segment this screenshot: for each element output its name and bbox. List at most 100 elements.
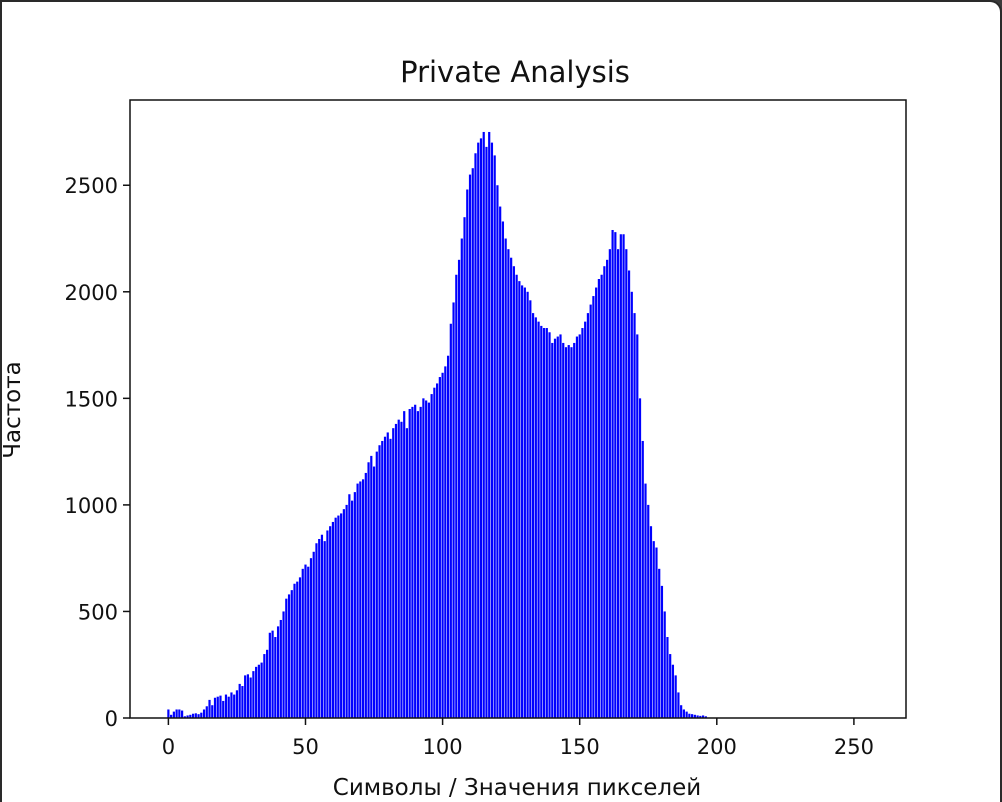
histogram-bar: [507, 249, 510, 718]
histogram-bar: [252, 671, 255, 718]
histogram-bar: [691, 714, 694, 718]
x-tick-label: 0: [162, 735, 175, 759]
histogram-bar: [693, 714, 696, 718]
histogram-bar: [666, 637, 669, 718]
histogram-bar: [436, 383, 439, 718]
histogram-bar: [386, 432, 389, 718]
histogram-bar: [405, 428, 409, 718]
histogram-bar: [320, 534, 324, 718]
histogram-bar: [340, 513, 343, 718]
histogram-bar: [372, 466, 376, 718]
histogram-bar: [493, 155, 496, 719]
histogram-bar: [326, 530, 329, 718]
histogram-bar: [213, 697, 217, 718]
histogram-bar: [414, 404, 417, 718]
histogram-bar: [523, 287, 526, 718]
x-tick-label: 250: [834, 735, 874, 759]
histogram-bar: [501, 221, 505, 718]
histogram-bar: [397, 419, 400, 718]
histogram-bar: [490, 142, 494, 718]
histogram-bar: [430, 394, 433, 718]
histogram-bar: [427, 402, 430, 718]
histogram-bar: [537, 321, 540, 718]
histogram-bar: [545, 328, 548, 718]
histogram-bar: [455, 274, 458, 718]
histogram-bar: [622, 234, 625, 718]
histogram-bar: [540, 325, 543, 718]
histogram-bar: [531, 313, 535, 718]
histogram-bar: [474, 153, 477, 718]
histogram-bar: [548, 332, 551, 718]
histogram-bar: [499, 206, 502, 718]
y-tick-label: 2500: [65, 174, 118, 198]
histogram-bar: [614, 232, 617, 718]
histogram-bar: [364, 472, 367, 718]
histogram-bar: [260, 662, 263, 718]
histogram-bar: [589, 304, 592, 718]
histogram-bar: [460, 238, 463, 718]
histogram-bar: [266, 649, 269, 718]
histogram-bar: [301, 568, 304, 718]
histogram-bar: [271, 630, 274, 718]
histogram-bar: [567, 345, 570, 718]
histogram-bar: [704, 716, 707, 718]
histogram-bar: [224, 694, 228, 718]
histogram-bar: [638, 398, 642, 718]
histogram-bar: [584, 321, 587, 718]
histogram-bar: [457, 259, 461, 718]
histogram-bar: [381, 440, 384, 718]
histogram-bar: [400, 421, 403, 718]
histogram-bar: [181, 710, 184, 718]
histogram-bar: [425, 400, 428, 718]
histogram-bar: [419, 406, 422, 718]
histogram-bar: [178, 709, 181, 718]
y-tick-label: 1000: [65, 494, 118, 518]
histogram-bar: [378, 445, 381, 718]
histogram-bar: [202, 709, 206, 718]
histogram-bar: [345, 504, 348, 718]
histogram-bar: [518, 281, 521, 718]
histogram-bar: [468, 174, 472, 719]
histogram-bar: [452, 302, 455, 718]
histogram-bar: [504, 238, 507, 718]
histogram-bar: [408, 409, 411, 718]
histogram-bar: [255, 666, 258, 718]
histogram-bar: [658, 568, 661, 718]
histogram-bar: [534, 317, 537, 718]
histogram-bar: [246, 674, 250, 718]
histogram-bar: [482, 131, 485, 718]
histogram-bar: [644, 483, 647, 718]
histogram-bar: [652, 541, 655, 718]
histogram-bar: [477, 142, 480, 718]
histogram-bar: [219, 695, 222, 718]
histogram-bar: [633, 313, 636, 718]
x-tick-label: 100: [423, 735, 463, 759]
histogram-bar: [285, 598, 288, 718]
x-tick-label: 200: [697, 735, 737, 759]
histogram-bar: [636, 334, 639, 718]
histogram-bar: [510, 257, 513, 718]
histogram-bar: [276, 626, 280, 718]
histogram-bar: [274, 637, 277, 718]
histogram-bar: [466, 189, 469, 719]
histogram-bar: [249, 677, 252, 718]
histogram-bar: [211, 705, 214, 718]
histogram-bar: [189, 714, 192, 718]
histogram-bar: [337, 515, 340, 718]
histogram-bar: [375, 451, 378, 718]
histogram-bar: [471, 168, 474, 718]
histogram-bar: [411, 406, 414, 718]
histogram-bar: [298, 577, 302, 718]
histogram-bar: [674, 675, 677, 718]
histogram-bar: [682, 709, 685, 718]
histogram-bar: [512, 266, 515, 718]
histogram-bar: [438, 377, 441, 718]
histogram-bar: [581, 328, 584, 718]
histogram-bar: [701, 715, 705, 718]
histogram-bar: [655, 547, 658, 718]
histogram-bar: [257, 664, 260, 718]
histogram-bar: [296, 581, 299, 718]
histogram-bar: [370, 455, 373, 718]
histogram-bar: [293, 583, 296, 718]
histogram-bar: [167, 709, 170, 718]
